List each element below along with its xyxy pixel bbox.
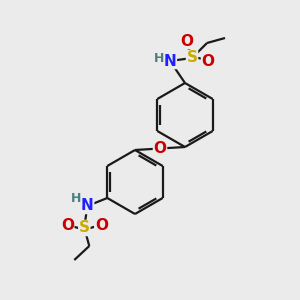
Text: O: O — [95, 218, 108, 233]
Text: H: H — [154, 52, 164, 65]
Text: O: O — [181, 34, 194, 49]
Text: H: H — [71, 193, 82, 206]
Text: N: N — [81, 199, 94, 214]
Text: S: S — [187, 50, 197, 65]
Text: O: O — [202, 53, 214, 68]
Text: S: S — [79, 220, 90, 236]
Text: N: N — [164, 53, 176, 68]
Text: O: O — [154, 141, 166, 156]
Text: O: O — [61, 218, 74, 233]
